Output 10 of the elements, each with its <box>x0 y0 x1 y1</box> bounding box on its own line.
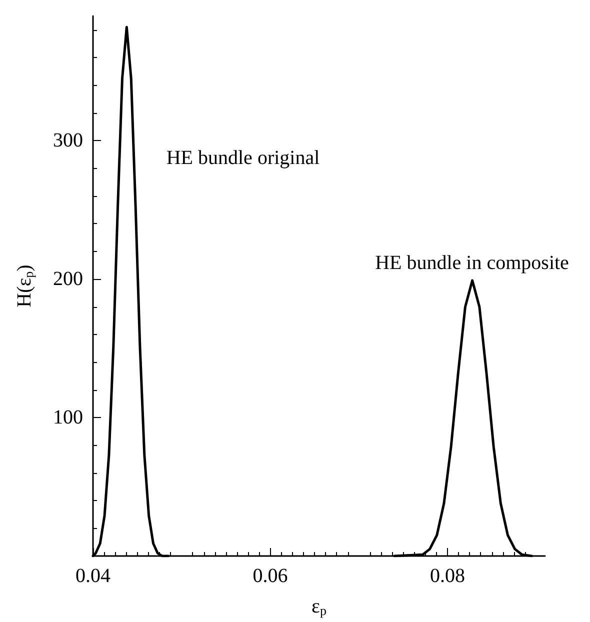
x-axis-title: εp <box>312 596 326 618</box>
annotation: HE bundle original <box>166 147 320 169</box>
y-tick-label: 200 <box>53 268 83 290</box>
y-axis-title: H(εp) <box>14 264 36 308</box>
x-tick-label: 0.06 <box>252 565 288 587</box>
y-tick-label: 300 <box>53 130 83 152</box>
y-tick-label: 100 <box>53 406 83 429</box>
x-tick-label: 0.04 <box>76 565 110 587</box>
x-tick-label: 0.08 <box>430 565 466 587</box>
annotation: HE bundle in composite <box>375 252 570 274</box>
